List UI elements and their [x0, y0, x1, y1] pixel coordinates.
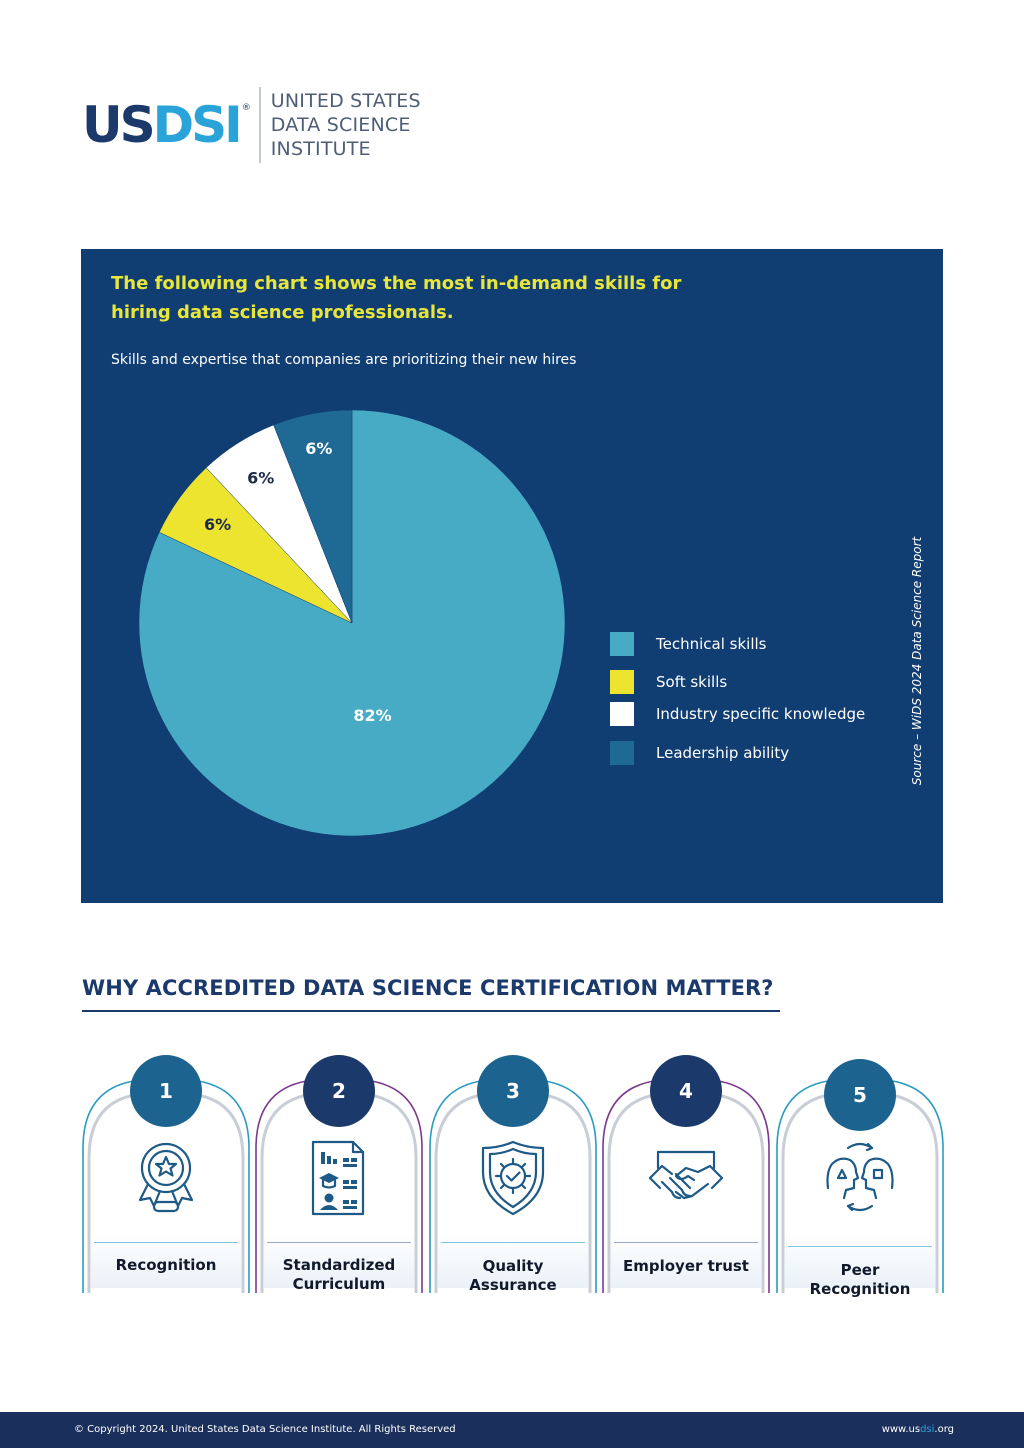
chart-panel: The following chart shows the most in-de… [81, 249, 943, 903]
logo-mark: US DSI ® [82, 100, 251, 150]
footer: © Copyright 2024. United States Data Sci… [0, 1412, 1024, 1448]
card-number-badge: 4 [650, 1055, 722, 1127]
legend-label: Soft skills [656, 673, 728, 691]
legend-label: Industry specific knowledge [656, 705, 866, 723]
logo-name-line-1: UNITED STATES [270, 90, 421, 112]
pie-slice-label-3: 6% [247, 469, 274, 488]
chart-panel-subtitle: Skills and expertise that companies are … [111, 352, 577, 368]
card-divider [788, 1246, 932, 1247]
card-label: Peer Recognition [775, 1261, 945, 1299]
card-arch-frame [429, 1079, 597, 1293]
chart-source-note: Source – WiDS 2024 Data Science Report [910, 536, 924, 786]
pie-slice-label-1: 82% [353, 706, 391, 725]
card-label-line: Recognition [115, 1256, 217, 1274]
handshake-icon [648, 1150, 724, 1200]
legend-swatch [610, 670, 634, 694]
card-number-badge: 2 [303, 1055, 375, 1127]
curriculum-document-icon [311, 1140, 365, 1216]
quality-shield-icon [481, 1140, 545, 1216]
card-number-badge: 1 [130, 1055, 202, 1127]
logo-divider [258, 87, 261, 163]
footer-url-suffix: .org [934, 1424, 954, 1435]
legend-swatch [610, 702, 634, 726]
benefit-card-2: 2 Standardized Curriculum [254, 1055, 424, 1303]
pie-chart: 82% 6% 6% 6% [138, 409, 566, 837]
benefit-card-5: 5 Peer Recognition [775, 1058, 945, 1303]
card-divider [267, 1242, 411, 1243]
card-label-line: Employer trust [623, 1257, 749, 1275]
pie-slice-label-4: 6% [305, 439, 332, 458]
card-label: Recognition [81, 1256, 251, 1275]
card-arch-frame [255, 1079, 423, 1293]
card-label: Quality Assurance [428, 1257, 598, 1295]
peer-exchange-icon [826, 1142, 894, 1212]
footer-copyright: © Copyright 2024. United States Data Sci… [74, 1424, 456, 1435]
legend-label: Leadership ability [656, 744, 790, 762]
card-arch-frame [602, 1079, 770, 1293]
benefit-card-1: 1 Recognition [81, 1055, 251, 1303]
card-label: Standardized Curriculum [254, 1256, 424, 1294]
card-label: Employer trust [601, 1257, 771, 1276]
card-arch-frame [82, 1079, 250, 1293]
card-arch-frame [776, 1079, 944, 1293]
footer-website-link[interactable]: www.usdsi.org [882, 1424, 954, 1435]
pie-slice-label-2: 6% [204, 515, 231, 534]
logo-registered-mark: ® [241, 103, 251, 113]
pie-slice-4 [273, 409, 353, 624]
card-label-line: Quality [482, 1257, 544, 1275]
legend-item-2: Soft skills [610, 670, 727, 694]
benefit-card-4: 4 Employer trust [601, 1055, 771, 1303]
card-label-line: Assurance [469, 1276, 557, 1294]
logo-us: US [82, 96, 156, 154]
legend-item-1: Technical skills [610, 632, 766, 656]
logo-dsi: DSI [152, 96, 243, 154]
footer-url-prefix: www.us [881, 1424, 921, 1435]
legend-label: Technical skills [656, 635, 767, 653]
card-label-line: Curriculum [292, 1275, 386, 1293]
logo-institute-name: UNITED STATES DATA SCIENCE INSTITUTE [271, 89, 421, 161]
card-divider [94, 1242, 238, 1243]
card-number-badge: 5 [824, 1059, 896, 1131]
card-label-line: Peer [840, 1261, 880, 1279]
section-title-underline [82, 1010, 780, 1012]
chart-panel-title: The following chart shows the most in-de… [111, 273, 682, 323]
legend-item-4: Leadership ability [610, 741, 789, 765]
pie-slice-1 [138, 409, 566, 837]
legend-swatch [610, 741, 634, 765]
logo-name-line-3: INSTITUTE [270, 138, 371, 160]
award-medal-icon [138, 1142, 194, 1213]
card-label-line: Standardized [282, 1256, 396, 1274]
footer-url-highlight: dsi [920, 1424, 935, 1435]
benefit-card-3: 3 Quality Assurance [428, 1055, 598, 1303]
legend-swatch [610, 632, 634, 656]
usdsi-logo: US DSI ® UNITED STATES DATA SCIENCE INST… [82, 86, 421, 164]
card-divider [614, 1242, 758, 1243]
legend-item-3: Industry specific knowledge [610, 702, 865, 726]
card-number-badge: 3 [477, 1055, 549, 1127]
card-label-line: Recognition [809, 1280, 911, 1298]
logo-name-line-2: DATA SCIENCE [270, 114, 411, 136]
section-title: WHY ACCREDITED DATA SCIENCE CERTIFICATIO… [82, 976, 774, 1000]
card-divider [441, 1242, 585, 1243]
